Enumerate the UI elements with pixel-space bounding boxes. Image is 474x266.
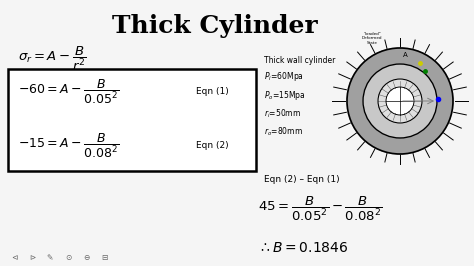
Text: Thick Cylinder: Thick Cylinder [112,14,318,38]
Text: Thick wall cylinder
$P_i$=60Mpa
$P_o$=15Mpa
$r_i$=50mm
$r_o$=80mm: Thick wall cylinder $P_i$=60Mpa $P_o$=15… [264,56,336,138]
Text: Eqn (1): Eqn (1) [196,88,229,97]
Text: A: A [402,52,407,58]
Bar [8,69,256,171]
Text: ✎: ✎ [47,253,53,263]
Circle shape [378,79,422,123]
Text: Eqn (2) – Eqn (1): Eqn (2) – Eqn (1) [264,174,340,184]
Text: $\therefore B = 0.1846$: $\therefore B = 0.1846$ [258,241,348,255]
Text: ⊙: ⊙ [65,253,71,263]
Circle shape [363,64,437,138]
Text: ⊖: ⊖ [83,253,89,263]
Circle shape [347,48,453,154]
Text: "loaded"
Deformed
State: "loaded" Deformed State [362,32,382,45]
Circle shape [386,87,414,115]
Text: $-15= A - \dfrac{B}{0.08^2}$: $-15= A - \dfrac{B}{0.08^2}$ [18,132,119,160]
Text: ⊲: ⊲ [11,253,17,263]
Text: $\sigma_r = A - \dfrac{B}{r^2}$: $\sigma_r = A - \dfrac{B}{r^2}$ [18,45,87,73]
Text: $45= \dfrac{B}{0.05^2} - \dfrac{B}{0.08^2}$: $45= \dfrac{B}{0.05^2} - \dfrac{B}{0.08^… [258,195,383,223]
Text: $-60= A - \dfrac{B}{0.05^2}$: $-60= A - \dfrac{B}{0.05^2}$ [18,78,119,106]
Text: ⊳: ⊳ [29,253,35,263]
Text: ⊟: ⊟ [101,253,107,263]
Text: Eqn (2): Eqn (2) [196,142,228,151]
